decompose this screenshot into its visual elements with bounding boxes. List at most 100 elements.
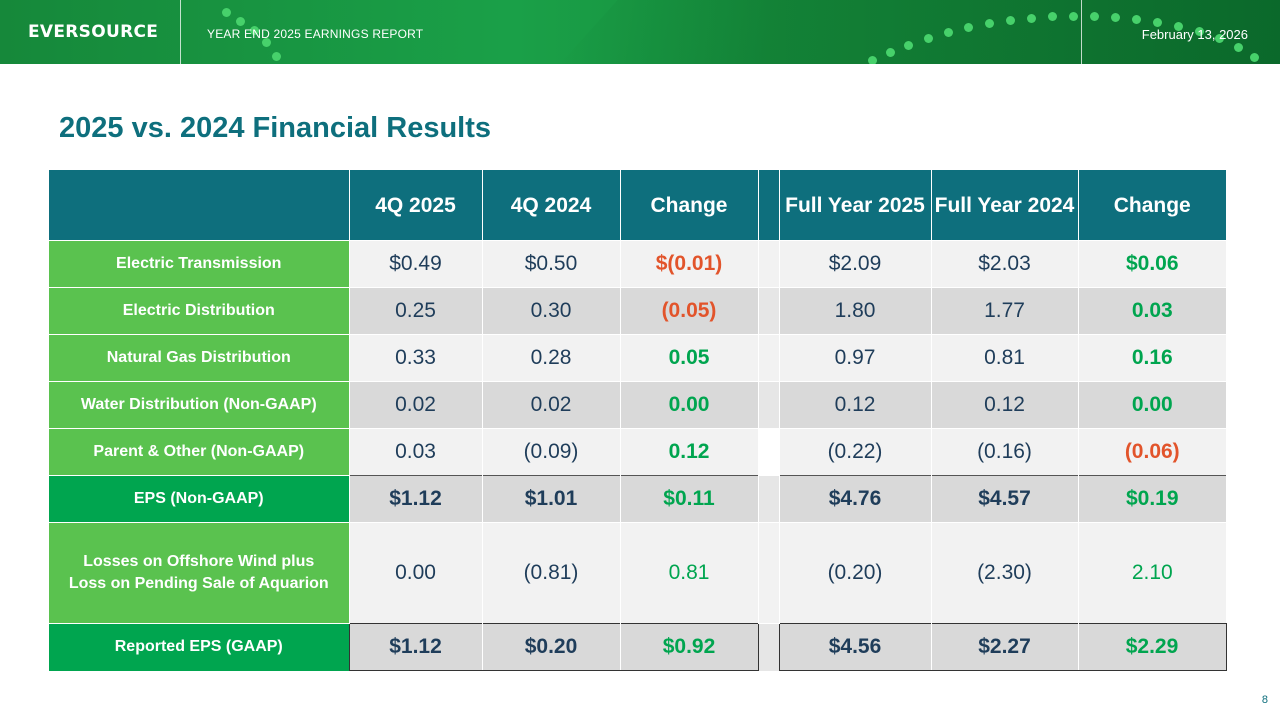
table-row: Electric Distribution 0.25 0.30 (0.05) 1… <box>49 287 1226 335</box>
header-full-year-2025: Full Year 2025 <box>778 170 931 241</box>
decorative-dot <box>1111 13 1120 22</box>
header-4q-2024: 4Q 2024 <box>481 170 620 241</box>
row-label: EPS (Non-GAAP) <box>49 475 349 523</box>
table-row-reported-eps: Reported EPS (GAAP) $1.12 $0.20 $0.92 $4… <box>49 623 1227 671</box>
cell-4q-2024: $0.20 <box>481 623 620 671</box>
header-full-year-change: Change <box>1077 170 1226 241</box>
cell-4q-2025: 0.33 <box>348 334 482 382</box>
header-4q-2025: 4Q 2025 <box>348 170 482 241</box>
page-title: 2025 vs. 2024 Financial Results <box>59 112 492 144</box>
cell-full-year-2024: 1.77 <box>930 287 1078 335</box>
header-cell-label <box>49 170 349 241</box>
decorative-dot <box>1048 12 1057 21</box>
cell-quarter-change: 0.12 <box>619 428 758 476</box>
cell-4q-2025: 0.03 <box>348 428 482 476</box>
cell-4q-2024: (0.09) <box>481 428 620 476</box>
cell-full-year-change: 2.10 <box>1077 522 1226 624</box>
cell-full-year-2025: 0.97 <box>778 334 931 382</box>
decorative-dot <box>1174 22 1183 31</box>
decorative-dot <box>886 48 895 57</box>
row-label: Water Distribution (Non-GAAP) <box>49 381 349 429</box>
cell-full-year-change: $2.29 <box>1077 623 1227 671</box>
header-shade <box>560 0 1280 64</box>
cell-4q-2024: 0.02 <box>481 381 620 429</box>
decorative-dot <box>924 34 933 43</box>
header-divider <box>1081 0 1082 64</box>
spacer-cell <box>757 428 779 476</box>
spacer-cell <box>757 623 779 671</box>
decorative-dot <box>236 17 245 26</box>
spacer-cell <box>757 287 779 335</box>
decorative-dot <box>262 38 271 47</box>
cell-full-year-2025: 1.80 <box>778 287 931 335</box>
cell-4q-2025: $1.12 <box>348 623 482 671</box>
header-quarter-change: Change <box>619 170 758 241</box>
row-label: Electric Transmission <box>49 240 349 288</box>
cell-4q-2024: (0.81) <box>481 522 620 624</box>
decorative-dot <box>1250 53 1259 62</box>
cell-4q-2025: $0.49 <box>348 240 482 288</box>
report-date: February 13, 2026 <box>1141 27 1248 42</box>
table-row: Parent & Other (Non-GAAP) 0.03 (0.09) 0.… <box>49 428 1226 476</box>
decorative-dot <box>1195 27 1204 36</box>
decorative-dot <box>1234 43 1243 52</box>
table-header-row: 4Q 2025 4Q 2024 Change Full Year 2025 Fu… <box>49 170 1226 241</box>
decorative-dot <box>1069 12 1078 21</box>
row-label: Reported EPS (GAAP) <box>49 623 349 671</box>
decorative-dot <box>868 56 877 64</box>
table-row: Natural Gas Distribution 0.33 0.28 0.05 … <box>49 334 1226 382</box>
cell-full-year-2024: 0.12 <box>930 381 1078 429</box>
header-spacer <box>757 170 779 241</box>
table-row: Electric Transmission $0.49 $0.50 $(0.01… <box>49 240 1226 288</box>
cell-full-year-2024: $2.03 <box>930 240 1078 288</box>
cell-full-year-2024: $2.27 <box>930 623 1078 671</box>
page-number: 8 <box>1261 694 1268 706</box>
decorative-dot <box>904 41 913 50</box>
header-divider <box>180 0 181 64</box>
cell-4q-2024: $0.50 <box>481 240 620 288</box>
cell-full-year-2025: (0.22) <box>778 428 931 476</box>
cell-4q-2024: 0.28 <box>481 334 620 382</box>
row-label: Natural Gas Distribution <box>49 334 349 382</box>
header-full-year-2024: Full Year 2024 <box>930 170 1078 241</box>
cell-full-year-change: 0.16 <box>1077 334 1226 382</box>
cell-quarter-change: $0.92 <box>619 623 759 671</box>
spacer-cell <box>757 522 779 624</box>
cell-full-year-2025: 0.12 <box>778 381 931 429</box>
cell-quarter-change: 0.00 <box>619 381 758 429</box>
cell-full-year-change: 0.00 <box>1077 381 1226 429</box>
decorative-dot <box>944 28 953 37</box>
cell-4q-2024: 0.30 <box>481 287 620 335</box>
cell-quarter-change: (0.05) <box>619 287 758 335</box>
cell-quarter-change: $0.11 <box>619 475 758 523</box>
decorative-dot <box>250 26 259 35</box>
cell-full-year-2025: $4.76 <box>778 475 931 523</box>
decorative-dot <box>964 23 973 32</box>
spacer-cell <box>757 240 779 288</box>
cell-full-year-2025: (0.20) <box>778 522 931 624</box>
decorative-dot <box>985 19 994 28</box>
spacer-cell <box>757 381 779 429</box>
cell-full-year-2024: 0.81 <box>930 334 1078 382</box>
cell-full-year-change: (0.06) <box>1077 428 1226 476</box>
decorative-dot <box>1132 15 1141 24</box>
table-row-eps-non-gaap: EPS (Non-GAAP) $1.12 $1.01 $0.11 $4.76 $… <box>49 475 1226 523</box>
cell-quarter-change: 0.81 <box>619 522 758 624</box>
cell-quarter-change: $(0.01) <box>619 240 758 288</box>
decorative-dot <box>1006 16 1015 25</box>
cell-4q-2025: $1.12 <box>348 475 482 523</box>
row-label: Losses on Offshore Wind plus Loss on Pen… <box>49 522 349 624</box>
cell-full-year-change: $0.06 <box>1077 240 1226 288</box>
cell-full-year-2025: $2.09 <box>778 240 931 288</box>
decorative-dot <box>1027 14 1036 23</box>
financial-results-table: 4Q 2025 4Q 2024 Change Full Year 2025 Fu… <box>49 170 1227 671</box>
spacer-cell <box>757 334 779 382</box>
cell-full-year-2024: (2.30) <box>930 522 1078 624</box>
report-title: YEAR END 2025 EARNINGS REPORT <box>207 27 424 41</box>
spacer-cell <box>757 475 779 523</box>
row-label: Electric Distribution <box>49 287 349 335</box>
decorative-dot <box>1215 34 1224 43</box>
cell-full-year-2024: (0.16) <box>930 428 1078 476</box>
cell-full-year-2025: $4.56 <box>778 623 931 671</box>
cell-4q-2024: $1.01 <box>481 475 620 523</box>
